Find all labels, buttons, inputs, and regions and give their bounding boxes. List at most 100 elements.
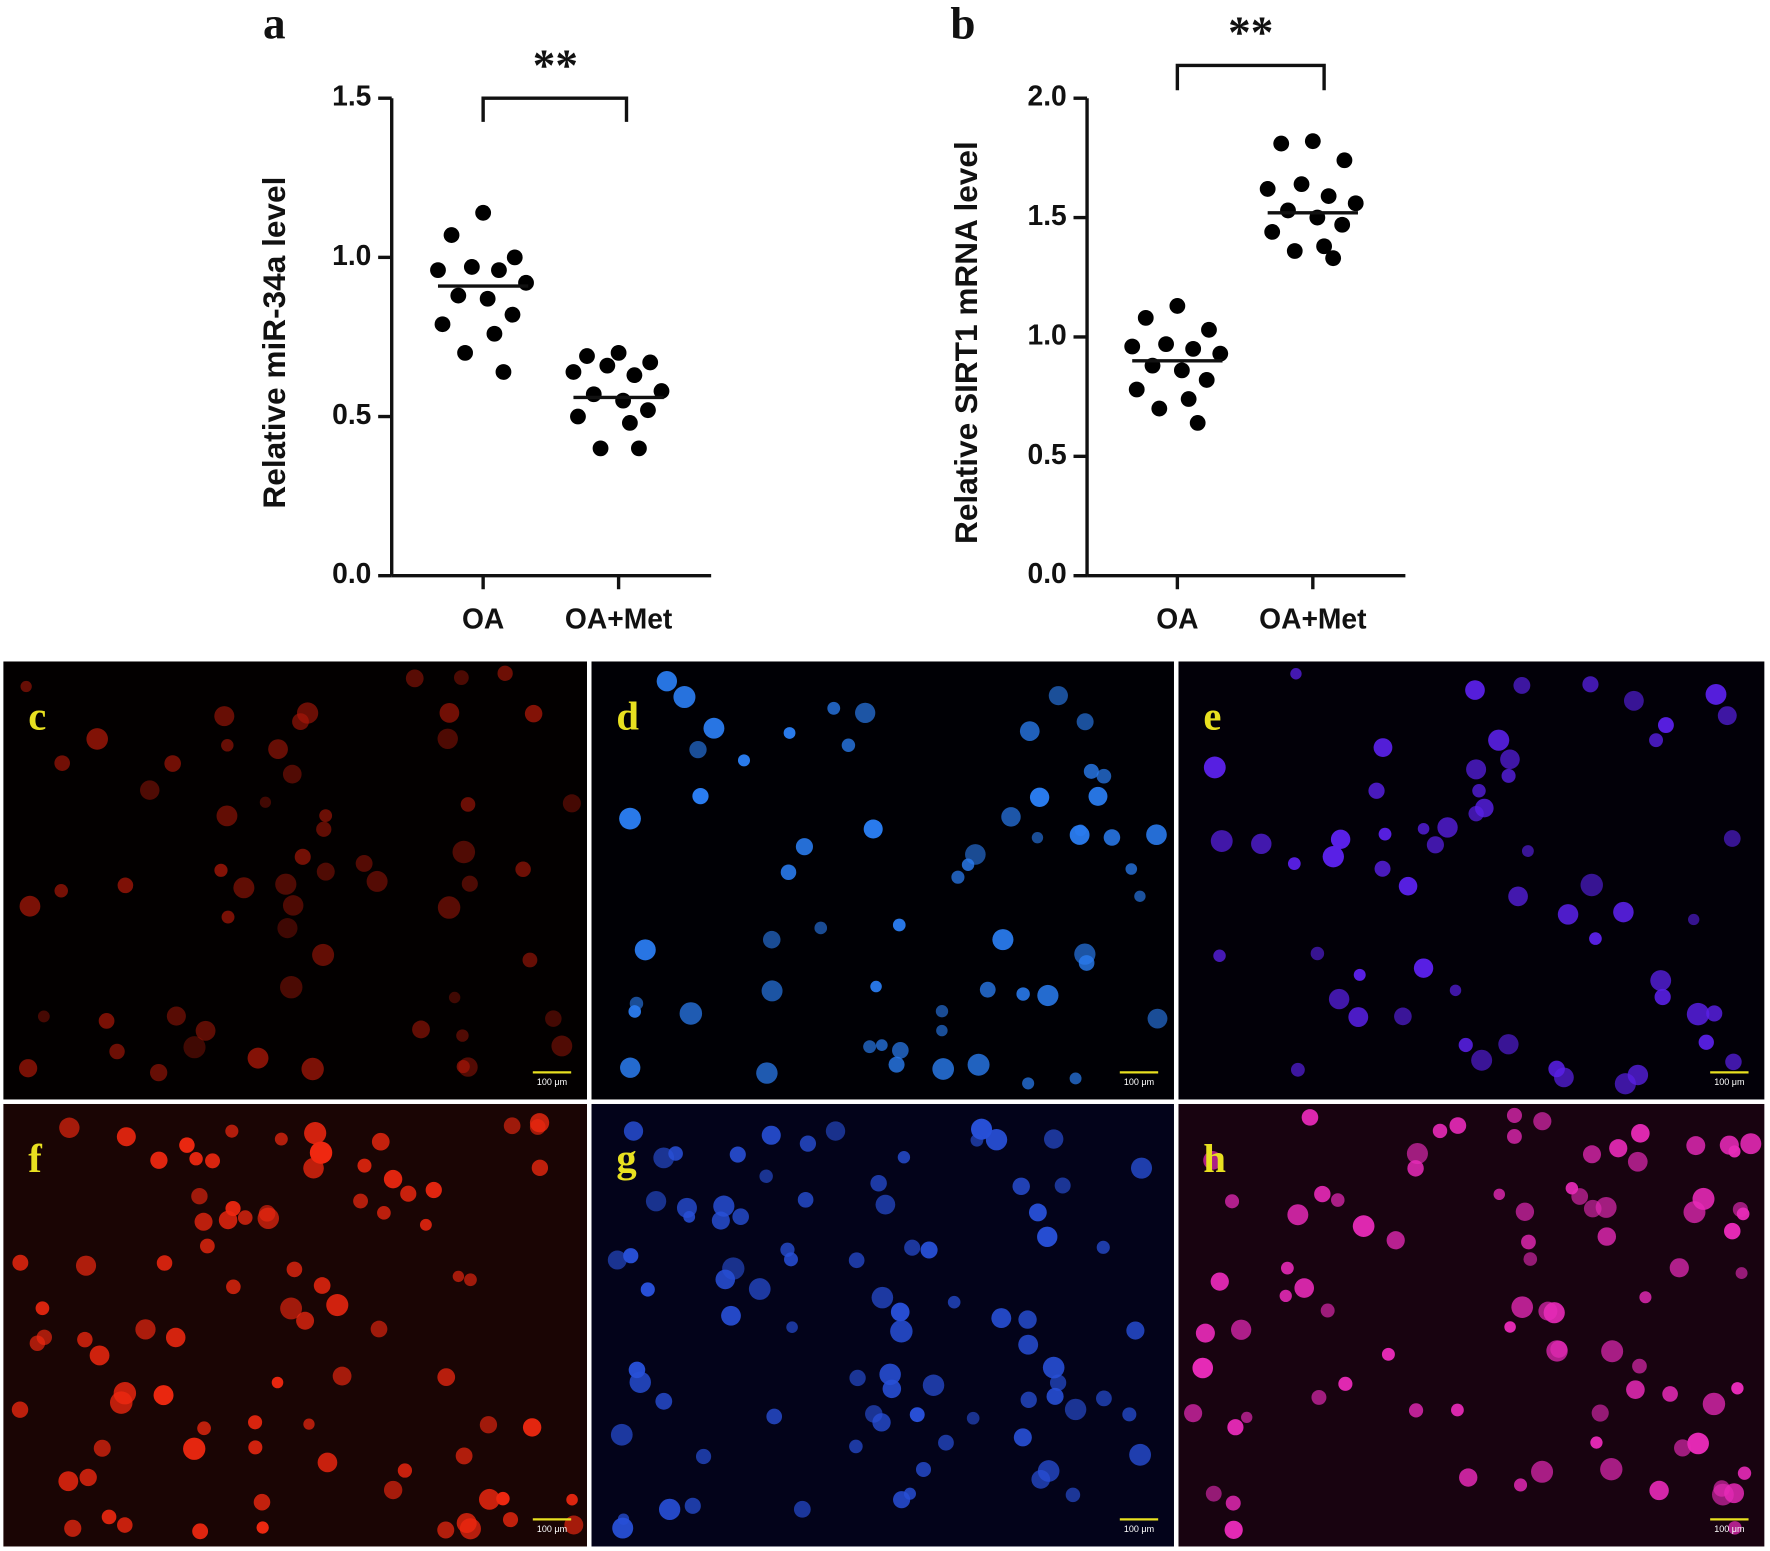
cell-nucleus xyxy=(456,1029,469,1042)
cell-nucleus xyxy=(935,1005,949,1018)
data-point xyxy=(640,402,656,419)
cell-nucleus xyxy=(522,952,538,968)
cell-nucleus xyxy=(797,1191,814,1208)
cell-nucleus xyxy=(892,1042,909,1059)
data-point xyxy=(491,262,507,279)
cell-nucleus xyxy=(863,819,883,839)
data-point xyxy=(1336,152,1353,169)
cell-nucleus xyxy=(64,1519,82,1537)
cell-nucleus xyxy=(870,980,882,993)
data-point xyxy=(592,440,609,457)
image-panel: h 100 μm xyxy=(1178,1103,1765,1547)
data-point xyxy=(1180,391,1197,407)
cell-nucleus xyxy=(1210,1272,1229,1291)
cell-nucleus xyxy=(165,1327,186,1348)
cell-nucleus xyxy=(1125,863,1138,875)
cell-nucleus xyxy=(888,1056,905,1073)
cell-nucleus xyxy=(1674,1439,1692,1457)
cell-nucleus xyxy=(1064,1398,1087,1421)
cell-nucleus xyxy=(1459,1468,1478,1487)
image-background xyxy=(1178,661,1765,1100)
cell-nucleus xyxy=(1129,1443,1152,1466)
cell-nucleus xyxy=(529,1119,546,1135)
cell-nucleus xyxy=(1043,1129,1064,1149)
image-label: e xyxy=(1203,694,1221,739)
cell-nucleus xyxy=(1311,1389,1327,1405)
cell-nucleus xyxy=(1548,1060,1565,1078)
cell-nucleus xyxy=(1698,1034,1714,1050)
image-background xyxy=(591,661,1174,1100)
x-tick-label: OA+Met xyxy=(1259,602,1367,634)
panel-label: a xyxy=(263,0,286,49)
cell-nucleus xyxy=(140,780,160,800)
cell-nucleus xyxy=(1037,1460,1060,1482)
cell-nucleus xyxy=(452,840,476,864)
cell-nucleus xyxy=(383,1480,403,1500)
cell-nucleus xyxy=(197,1421,211,1436)
cell-nucleus xyxy=(1580,873,1603,897)
cell-nucleus xyxy=(237,1210,253,1225)
data-point xyxy=(430,262,446,279)
cell-nucleus xyxy=(1728,1521,1742,1535)
cell-nucleus xyxy=(1595,1196,1617,1218)
data-point xyxy=(1212,345,1229,362)
cell-nucleus xyxy=(748,1278,771,1300)
image-panel: f 100 μm xyxy=(3,1103,587,1547)
panel-label: b xyxy=(950,0,975,49)
cell-nucleus xyxy=(658,1498,681,1521)
cell-nucleus xyxy=(1353,968,1366,981)
data-point xyxy=(434,316,451,333)
cell-nucleus xyxy=(1631,1124,1650,1143)
cell-nucleus xyxy=(437,1521,455,1539)
cell-nucleus xyxy=(756,1062,778,1084)
cell-nucleus xyxy=(1331,1193,1345,1207)
cell-nucleus xyxy=(1472,783,1486,798)
cell-nucleus xyxy=(1147,1008,1168,1029)
cell-nucleus xyxy=(370,1320,388,1338)
cell-nucleus xyxy=(1723,830,1741,847)
cell-nucleus xyxy=(628,1005,642,1018)
cell-nucleus xyxy=(799,1135,817,1152)
data-point xyxy=(1189,414,1206,431)
cell-nucleus xyxy=(1088,786,1108,806)
cell-nucleus xyxy=(1368,782,1385,799)
cell-nucleus xyxy=(332,1366,352,1386)
y-tick-label: 0.0 xyxy=(1028,557,1067,589)
cell-nucleus xyxy=(301,1057,324,1081)
cell-nucleus xyxy=(19,1059,38,1078)
cell-nucleus xyxy=(304,1122,327,1145)
data-point xyxy=(1198,372,1215,388)
cell-nucleus xyxy=(871,1286,894,1309)
x-tick-label: OA xyxy=(1156,602,1198,634)
data-point xyxy=(486,325,503,342)
cell-nucleus xyxy=(1130,1157,1153,1179)
cell-nucleus xyxy=(294,848,311,865)
cell-nucleus xyxy=(1046,1387,1064,1405)
data-point xyxy=(443,227,460,243)
cell-nucleus xyxy=(93,1439,111,1457)
data-point xyxy=(579,348,595,364)
cell-nucleus xyxy=(109,1043,125,1060)
cell-nucleus xyxy=(1083,763,1099,779)
cell-nucleus xyxy=(922,1374,945,1396)
cell-nucleus xyxy=(786,1321,798,1333)
cell-nucleus xyxy=(1096,1390,1112,1407)
cell-nucleus xyxy=(761,1125,781,1145)
cell-nucleus xyxy=(1320,1303,1335,1318)
y-tick-label: 1.0 xyxy=(332,239,371,271)
image-label: f xyxy=(28,1136,42,1181)
cell-nucleus xyxy=(1001,807,1021,827)
data-point xyxy=(599,357,616,374)
cell-nucleus xyxy=(1417,822,1430,835)
cell-nucleus xyxy=(689,740,707,759)
cell-nucleus xyxy=(256,1521,269,1534)
cell-nucleus xyxy=(277,918,298,939)
cell-nucleus xyxy=(619,807,641,830)
cell-nucleus xyxy=(814,921,828,935)
cell-nucleus xyxy=(1406,1143,1428,1165)
cell-nucleus xyxy=(1513,1478,1528,1492)
cell-nucleus xyxy=(150,1151,168,1169)
cell-nucleus xyxy=(1614,1073,1636,1095)
data-point xyxy=(1316,238,1333,255)
